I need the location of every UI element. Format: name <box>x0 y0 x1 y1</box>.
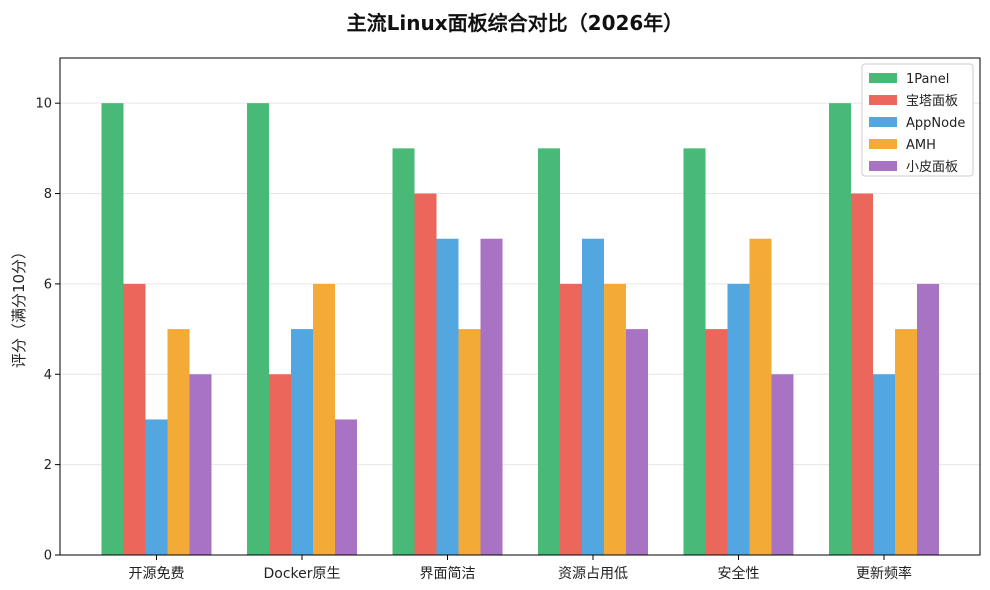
x-axis-ticks: 开源免费 Docker原生 界面简洁 资源占用低 安全性 更新频率 <box>129 555 912 582</box>
legend-swatch <box>869 139 897 149</box>
bar <box>436 238 459 555</box>
bar <box>313 283 335 555</box>
bar <box>683 148 706 555</box>
bar <box>335 419 357 555</box>
x-tick-label: 安全性 <box>718 565 760 582</box>
legend-label: 小皮面板 <box>906 160 958 175</box>
legend-label: AppNode <box>906 116 965 131</box>
x-tick-label: Docker原生 <box>263 566 340 582</box>
y-axis-ticks: 0 2 4 6 8 10 <box>35 97 60 564</box>
bar <box>392 148 415 555</box>
bar <box>480 238 503 555</box>
legend-swatch <box>869 161 897 171</box>
x-tick-label: 开源免费 <box>129 566 185 582</box>
bar <box>145 419 168 555</box>
bar <box>873 374 895 555</box>
bar <box>458 329 481 555</box>
bar <box>101 103 124 555</box>
bar <box>560 283 582 555</box>
bar <box>269 374 291 555</box>
bar <box>829 103 851 555</box>
y-tick-label: 8 <box>44 187 52 202</box>
bar <box>247 103 269 555</box>
legend-label: 1Panel <box>906 72 949 87</box>
y-axis-label: 评分（满分10分） <box>10 244 28 368</box>
y-tick-label: 10 <box>35 97 52 112</box>
bar <box>771 374 794 555</box>
bar <box>917 283 939 555</box>
legend-swatch <box>869 73 897 83</box>
bar <box>895 329 917 555</box>
bar <box>604 283 626 555</box>
bar <box>414 193 437 555</box>
legend-label: 宝塔面板 <box>906 94 958 109</box>
bar <box>749 238 772 555</box>
bar <box>291 329 313 555</box>
x-tick-label: 更新频率 <box>856 565 912 582</box>
y-tick-label: 6 <box>44 277 52 292</box>
bar <box>189 374 212 555</box>
legend: 1Panel 宝塔面板 AppNode AMH 小皮面板 <box>861 63 974 177</box>
legend-label: AMH <box>906 138 936 153</box>
bars <box>101 103 939 555</box>
x-tick-label: 界面简洁 <box>420 565 476 582</box>
legend-swatch <box>869 117 897 127</box>
bar <box>727 283 750 555</box>
y-tick-label: 4 <box>44 368 52 383</box>
bar <box>123 283 146 555</box>
chart-title: 主流Linux面板综合对比（2026年） <box>347 11 684 35</box>
bar <box>538 148 560 555</box>
plot-frame <box>59 57 981 556</box>
x-tick-label: 资源占用低 <box>558 566 628 582</box>
bar <box>626 329 648 555</box>
y-tick-label: 0 <box>44 549 52 564</box>
legend-swatch <box>869 95 897 105</box>
bar <box>851 193 873 555</box>
bar <box>705 329 728 555</box>
bar <box>167 329 190 555</box>
y-tick-label: 2 <box>44 458 52 473</box>
bar <box>582 238 604 555</box>
